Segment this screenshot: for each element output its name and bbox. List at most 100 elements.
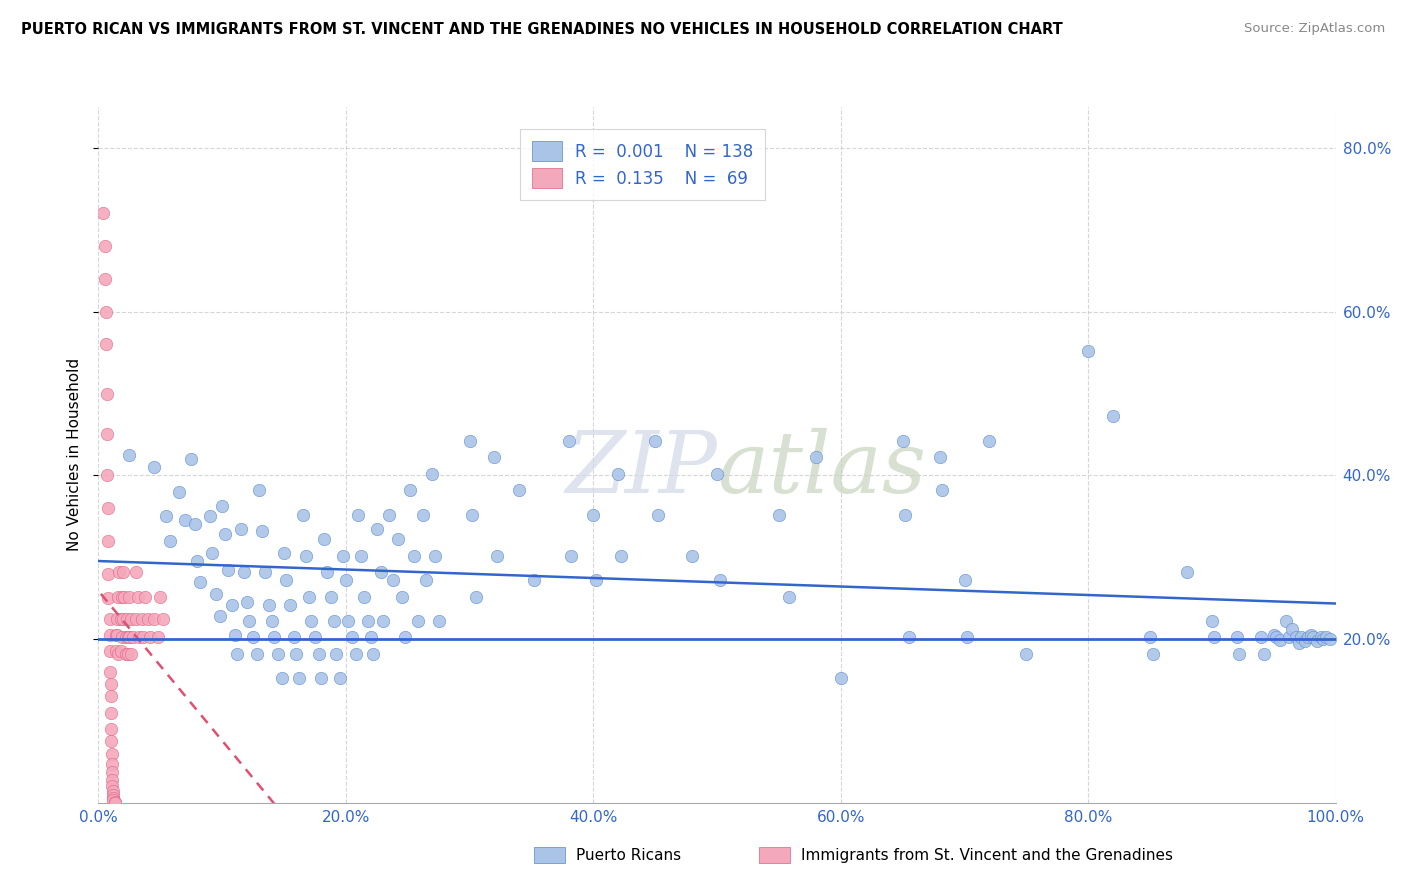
Point bbox=[278, 598, 301, 612]
Point bbox=[98, 644, 121, 658]
Point bbox=[107, 590, 129, 604]
Point bbox=[159, 533, 181, 548]
Point bbox=[100, 677, 122, 691]
Point bbox=[107, 647, 129, 661]
Point bbox=[931, 483, 953, 497]
Point bbox=[94, 304, 117, 318]
Point bbox=[226, 647, 249, 661]
Point bbox=[103, 783, 125, 797]
Point bbox=[263, 631, 285, 645]
Point bbox=[325, 647, 347, 661]
Point bbox=[260, 614, 283, 628]
Point bbox=[344, 647, 367, 661]
Point bbox=[254, 565, 277, 579]
Point bbox=[167, 484, 190, 499]
Point bbox=[609, 549, 631, 563]
Point bbox=[211, 500, 233, 514]
Point bbox=[304, 631, 326, 645]
Point bbox=[1226, 631, 1249, 645]
Point bbox=[103, 796, 125, 810]
Point bbox=[136, 612, 159, 626]
Point bbox=[422, 467, 444, 481]
Point bbox=[105, 612, 128, 626]
Point bbox=[98, 665, 121, 679]
Point bbox=[105, 628, 128, 642]
Point bbox=[114, 647, 136, 661]
Point bbox=[523, 573, 546, 587]
Point bbox=[247, 483, 270, 497]
Point bbox=[98, 628, 121, 642]
Point bbox=[316, 565, 339, 579]
Point bbox=[143, 612, 166, 626]
Point bbox=[1312, 632, 1334, 646]
Point bbox=[180, 452, 202, 467]
Text: atlas: atlas bbox=[717, 427, 927, 510]
Point bbox=[184, 517, 207, 532]
Point bbox=[273, 546, 295, 560]
Point bbox=[582, 508, 605, 522]
Point bbox=[891, 434, 914, 448]
Point bbox=[412, 508, 434, 522]
Point bbox=[319, 590, 342, 604]
Point bbox=[464, 590, 486, 604]
Point bbox=[112, 612, 135, 626]
Point bbox=[1306, 633, 1329, 648]
Point bbox=[110, 612, 132, 626]
Point bbox=[406, 614, 429, 628]
Point bbox=[288, 672, 311, 686]
Point bbox=[1204, 631, 1226, 645]
Point bbox=[1294, 633, 1316, 648]
Point bbox=[295, 549, 318, 563]
Point bbox=[312, 533, 335, 547]
Point bbox=[1263, 628, 1285, 642]
Point bbox=[217, 562, 239, 576]
Point bbox=[134, 590, 156, 604]
Point bbox=[897, 631, 920, 645]
Point bbox=[370, 565, 392, 579]
Point bbox=[257, 598, 280, 612]
Point bbox=[100, 706, 122, 720]
Point bbox=[1201, 614, 1223, 628]
Point bbox=[131, 612, 153, 626]
Point bbox=[139, 631, 162, 645]
Point bbox=[956, 631, 979, 645]
Point bbox=[1077, 343, 1099, 358]
Point bbox=[1227, 647, 1250, 661]
Point bbox=[423, 549, 446, 563]
Y-axis label: No Vehicles in Household: No Vehicles in Household bbox=[67, 359, 83, 551]
Point bbox=[399, 483, 422, 497]
Point bbox=[101, 772, 124, 787]
Point bbox=[97, 566, 120, 581]
Point bbox=[1175, 565, 1198, 579]
Point bbox=[1142, 647, 1164, 661]
Point bbox=[132, 631, 155, 645]
Point bbox=[276, 573, 298, 587]
Point bbox=[224, 628, 246, 642]
Point bbox=[387, 533, 409, 547]
Point bbox=[186, 554, 208, 568]
Point bbox=[953, 573, 976, 587]
Point bbox=[103, 788, 125, 802]
Point bbox=[101, 780, 124, 794]
Point bbox=[101, 756, 124, 771]
Point bbox=[381, 573, 404, 587]
Point bbox=[100, 734, 122, 748]
Point bbox=[97, 501, 120, 516]
Point bbox=[778, 590, 800, 604]
Point bbox=[98, 612, 121, 626]
Point bbox=[768, 508, 790, 522]
Point bbox=[298, 590, 321, 604]
Point bbox=[250, 524, 273, 538]
Point bbox=[353, 590, 375, 604]
Point bbox=[1299, 628, 1322, 642]
Point bbox=[100, 690, 122, 704]
Point bbox=[329, 672, 352, 686]
Point bbox=[485, 549, 508, 563]
Point bbox=[94, 337, 117, 351]
Point bbox=[188, 574, 211, 589]
Point bbox=[115, 612, 138, 626]
Point bbox=[242, 631, 264, 645]
Point bbox=[1315, 631, 1337, 645]
Point bbox=[198, 509, 221, 524]
Point bbox=[127, 590, 149, 604]
